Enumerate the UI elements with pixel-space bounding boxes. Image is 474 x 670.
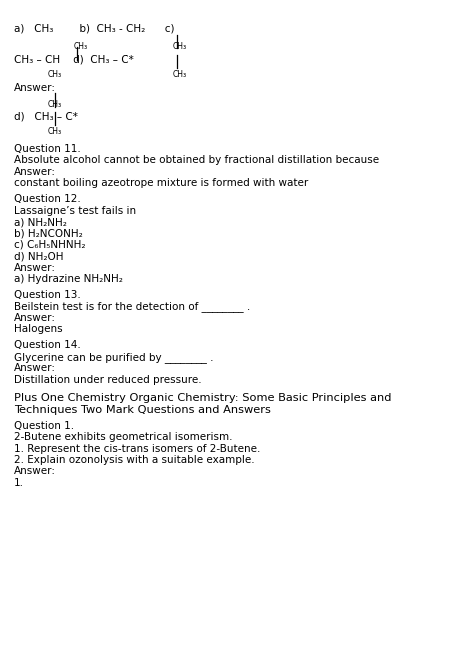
Text: CH₃ – ĊH    d)  CH₃ – Ċ*: CH₃ – ĊH d) CH₃ – Ċ* bbox=[14, 55, 134, 65]
Text: Plus One Chemistry Organic Chemistry: Some Basic Principles and: Plus One Chemistry Organic Chemistry: So… bbox=[14, 393, 392, 403]
Text: Question 14.: Question 14. bbox=[14, 340, 81, 350]
Text: Answer:: Answer: bbox=[14, 363, 56, 373]
Text: CH₃: CH₃ bbox=[47, 70, 62, 78]
Text: Answer:: Answer: bbox=[14, 263, 56, 273]
Text: Glycerine can be purified by ________ .: Glycerine can be purified by ________ . bbox=[14, 352, 214, 362]
Text: Distillation under reduced pressure.: Distillation under reduced pressure. bbox=[14, 375, 202, 385]
Text: Question 12.: Question 12. bbox=[14, 194, 81, 204]
Text: 1. Represent the cis-trans isomers of 2-Butene.: 1. Represent the cis-trans isomers of 2-… bbox=[14, 444, 261, 454]
Text: Question 1.: Question 1. bbox=[14, 421, 74, 431]
Text: CH₃: CH₃ bbox=[47, 127, 62, 135]
Text: Question 11.: Question 11. bbox=[14, 144, 81, 154]
Text: Absolute alcohol cannot be obtained by fractional distillation because: Absolute alcohol cannot be obtained by f… bbox=[14, 155, 379, 165]
Text: Answer:: Answer: bbox=[14, 313, 56, 323]
Text: Answer:: Answer: bbox=[14, 466, 56, 476]
Text: Answer:: Answer: bbox=[14, 167, 56, 177]
Text: 2. Explain ozonolysis with a suitable example.: 2. Explain ozonolysis with a suitable ex… bbox=[14, 455, 255, 465]
Text: 1.: 1. bbox=[14, 478, 24, 488]
Text: a) NH₂NH₂: a) NH₂NH₂ bbox=[14, 217, 67, 227]
Text: d) NH₂OH: d) NH₂OH bbox=[14, 251, 64, 261]
Text: a)   CH₃        b)  CH₃ - CH₂      c): a) CH₃ b) CH₃ - CH₂ c) bbox=[14, 23, 175, 34]
Text: a) Hydrazine NH₂NH₂: a) Hydrazine NH₂NH₂ bbox=[14, 274, 123, 284]
Text: CH₃: CH₃ bbox=[173, 70, 187, 78]
Text: Halogens: Halogens bbox=[14, 324, 63, 334]
Text: Question 13.: Question 13. bbox=[14, 290, 81, 300]
Text: CH₃: CH₃ bbox=[47, 100, 62, 109]
Text: 2-Butene exhibits geometrical isomerism.: 2-Butene exhibits geometrical isomerism. bbox=[14, 432, 233, 442]
Text: d)   CH₃ – Ċ*: d) CH₃ – Ċ* bbox=[14, 112, 78, 122]
Text: Techniques Two Mark Questions and Answers: Techniques Two Mark Questions and Answer… bbox=[14, 405, 271, 415]
Text: constant boiling azeotrope mixture is formed with water: constant boiling azeotrope mixture is fo… bbox=[14, 178, 309, 188]
Text: Lassaigne’s test fails in: Lassaigne’s test fails in bbox=[14, 206, 137, 216]
Text: CH₃: CH₃ bbox=[173, 42, 187, 50]
Text: c) C₆H₅NHNH₂: c) C₆H₅NHNH₂ bbox=[14, 240, 86, 250]
Text: Beilstein test is for the detection of ________ .: Beilstein test is for the detection of _… bbox=[14, 302, 250, 312]
Text: Answer:: Answer: bbox=[14, 83, 56, 93]
Text: CH₃: CH₃ bbox=[73, 42, 88, 50]
Text: b) H₂NCONH₂: b) H₂NCONH₂ bbox=[14, 228, 83, 239]
